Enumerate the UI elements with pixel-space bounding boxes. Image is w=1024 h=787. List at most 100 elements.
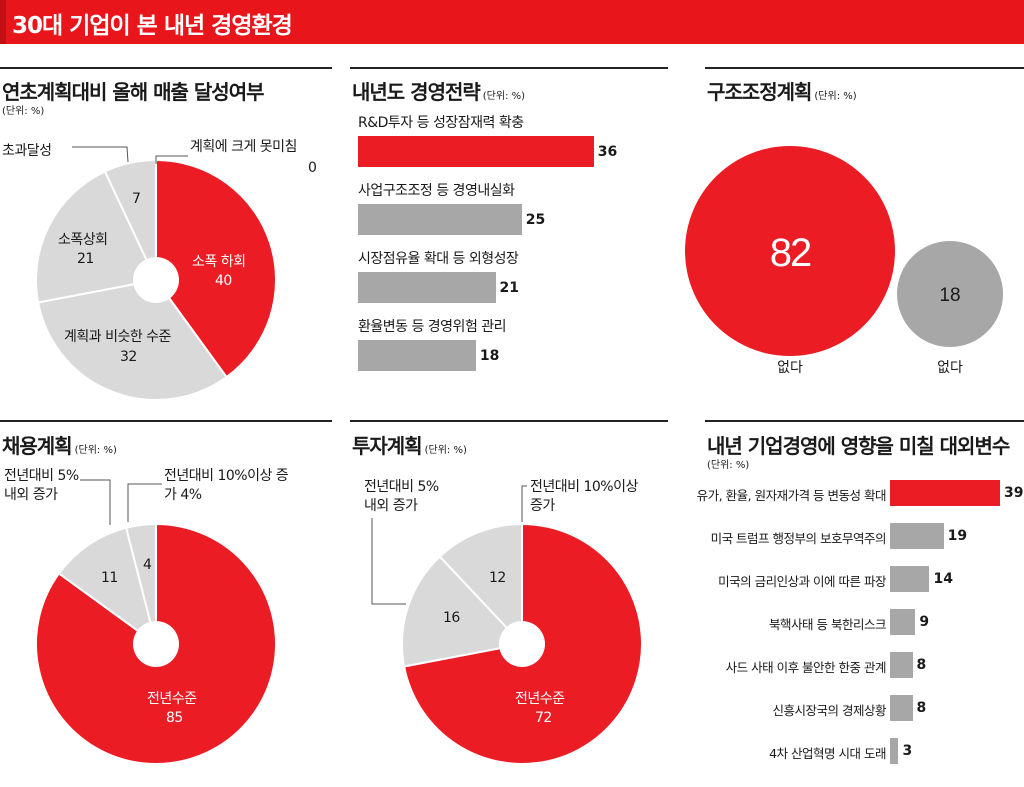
panel-title-restructure: 구조조정계획 (단위: %) [707, 76, 857, 105]
pie-slice-2 [438, 522, 523, 647]
unit-label-investment: (단위: %) [424, 445, 467, 456]
slice-label-similar: 계획과 비슷한 수준 [64, 329, 171, 345]
slice-value-exceed: 7 [132, 191, 141, 207]
panel-title-text: 내년 기업경영에 영향을 미칠 대외변수 [707, 434, 1010, 458]
hiring-pie-chart [35, 479, 277, 765]
slice-label-miss: 계획에 크게 못미침 [190, 139, 297, 155]
header-banner: 30대 기업이 본 내년 경영환경 [0, 0, 1024, 44]
leader-line-10pct [521, 485, 527, 522]
slice-label-same: 전년수준 [515, 691, 565, 707]
bar-label-4: 사드 사태 이후 불안한 한중 관계 [725, 660, 887, 675]
pie-slice-1 [36, 278, 228, 401]
slice-value-slight-exceed: 21 [77, 251, 94, 267]
bar-value-1: 25 [525, 212, 546, 228]
slice-label-5pct-text: 전년대비 5%내외 증가 [4, 468, 79, 503]
slice-label-10pct: 전년대비 10%이상 증가 4% [164, 467, 292, 505]
bar-1 [890, 523, 944, 549]
slice-value-5pct: 16 [443, 610, 460, 626]
bubble-small-label: 없다 [937, 360, 963, 376]
bar-value-6: 3 [902, 743, 913, 759]
bubble-large [685, 146, 895, 356]
leader-line-5pct [371, 518, 406, 605]
pie-slice-2 [124, 522, 157, 645]
donut-hole [133, 257, 179, 303]
bar-5 [890, 695, 913, 721]
bar-label-0: 유가, 환율, 원자재가격 등 변동성 확대 [696, 488, 887, 503]
bar-value-1: 19 [947, 528, 968, 544]
slice-label-10pct-text: 전년대비 10%이상 증가 [530, 479, 638, 514]
pie-slice-1 [401, 555, 524, 668]
slice-value-10pct: 4 [143, 557, 152, 573]
slice-label-5pct: 전년대비 5%내외 증가 [364, 478, 448, 516]
bar-3 [358, 340, 476, 371]
bar-value-3: 18 [479, 348, 500, 364]
leader-line-5pct [80, 479, 111, 525]
unit-label-restructure: (단위: %) [814, 91, 857, 102]
bar-value-2: 21 [499, 280, 520, 296]
bubble-small-value: 18 [939, 285, 960, 306]
bar-value-4: 8 [916, 657, 927, 673]
bar-1 [358, 204, 522, 235]
bar-label-5: 신흥시장국의 경제상황 [772, 703, 887, 718]
bar-label-2: 시장점유율 확대 등 외형성장 [358, 251, 519, 267]
donut-hole [133, 621, 179, 667]
bar-value-5: 8 [916, 700, 927, 716]
panel-title-sales: 연초계획대비 올해 매출 달성여부 [2, 76, 264, 105]
slice-label-slight-exceed: 소폭상회 [58, 232, 108, 248]
panel-title-strategy: 내년도 경영전략 (단위: %) [352, 76, 525, 105]
slice-label-5pct-text: 전년대비 5%내외 증가 [364, 479, 439, 514]
slice-value-same: 85 [166, 710, 183, 726]
pie-slice-0 [155, 158, 277, 379]
bar-3 [890, 609, 916, 635]
slice-value-same: 72 [535, 710, 552, 726]
slice-value-slight-miss: 40 [215, 273, 232, 289]
leader-line-miss [155, 155, 188, 164]
bar-label-1: 사업구조조정 등 경영내실화 [358, 183, 515, 199]
panel-title-text: 내년도 경영전략 [352, 80, 481, 104]
bar-label-6: 4차 산업혁명 시대 도래 [769, 746, 886, 761]
bar-value-0: 39 [1003, 485, 1024, 501]
panel-title-external: 내년 기업경영에 영향을 미칠 대외변수 [707, 430, 1010, 459]
leader-line-exceed [72, 146, 129, 163]
panel-rule-strategy [350, 67, 668, 69]
donut-hole [499, 621, 545, 667]
panel-rule-restructure [705, 67, 1024, 69]
panel-rule-hiring [0, 420, 332, 422]
panel-rule-external [705, 420, 1024, 422]
restructure-bubble-chart: 82 18 없다 없다 [685, 146, 1003, 376]
sales-pie-chart [35, 146, 277, 401]
bar-label-3: 북핵사태 등 북한리스크 [769, 617, 886, 632]
bar-value-2: 14 [933, 571, 953, 587]
panel-rule-sales [0, 67, 332, 69]
unit-label-hiring: (단위: %) [74, 445, 117, 456]
slice-label-5pct: 전년대비 5%내외 증가 [4, 467, 88, 505]
slice-label-10pct: 전년대비 10%이상 증가 [530, 478, 640, 516]
bar-0 [358, 136, 594, 167]
pie-slice-2 [35, 170, 158, 304]
unit-label-sales: (단위: %) [2, 106, 45, 117]
page-title: 30대 기업이 본 내년 경영환경 [12, 13, 293, 39]
slice-label-exceed: 초과달성 [2, 143, 52, 159]
unit-label-external: (단위: %) [707, 460, 750, 471]
leader-line-10pct [127, 483, 162, 522]
panel-title-text: 채용계획 [2, 434, 73, 458]
bar-value-3: 9 [919, 614, 930, 630]
slice-value-10pct: 12 [489, 570, 506, 586]
bar-label-1: 미국 트럼프 행정부의 보호무역주의 [710, 531, 887, 546]
panel-title-text: 연초계획대비 올해 매출 달성여부 [2, 80, 264, 104]
bar-4 [890, 652, 913, 678]
slice-label-same: 전년수준 [147, 691, 197, 707]
bubble-large-value: 82 [770, 231, 811, 275]
pie-slice-1 [57, 526, 158, 647]
bubble-small [897, 241, 1003, 347]
header-accent [0, 0, 6, 44]
bar-label-0: R&D투자 등 성장잠재력 확충 [358, 115, 524, 131]
bar-label-2: 미국의 금리인상과 이에 따른 파장 [718, 574, 886, 589]
panel-title-investment: 투자계획 (단위: %) [352, 430, 467, 459]
slice-value-similar: 32 [120, 349, 137, 365]
slice-value-5pct: 11 [101, 570, 118, 586]
slice-value-miss: 0 [308, 160, 317, 176]
bubble-large-label: 없다 [777, 360, 803, 376]
bar-2 [890, 566, 930, 592]
